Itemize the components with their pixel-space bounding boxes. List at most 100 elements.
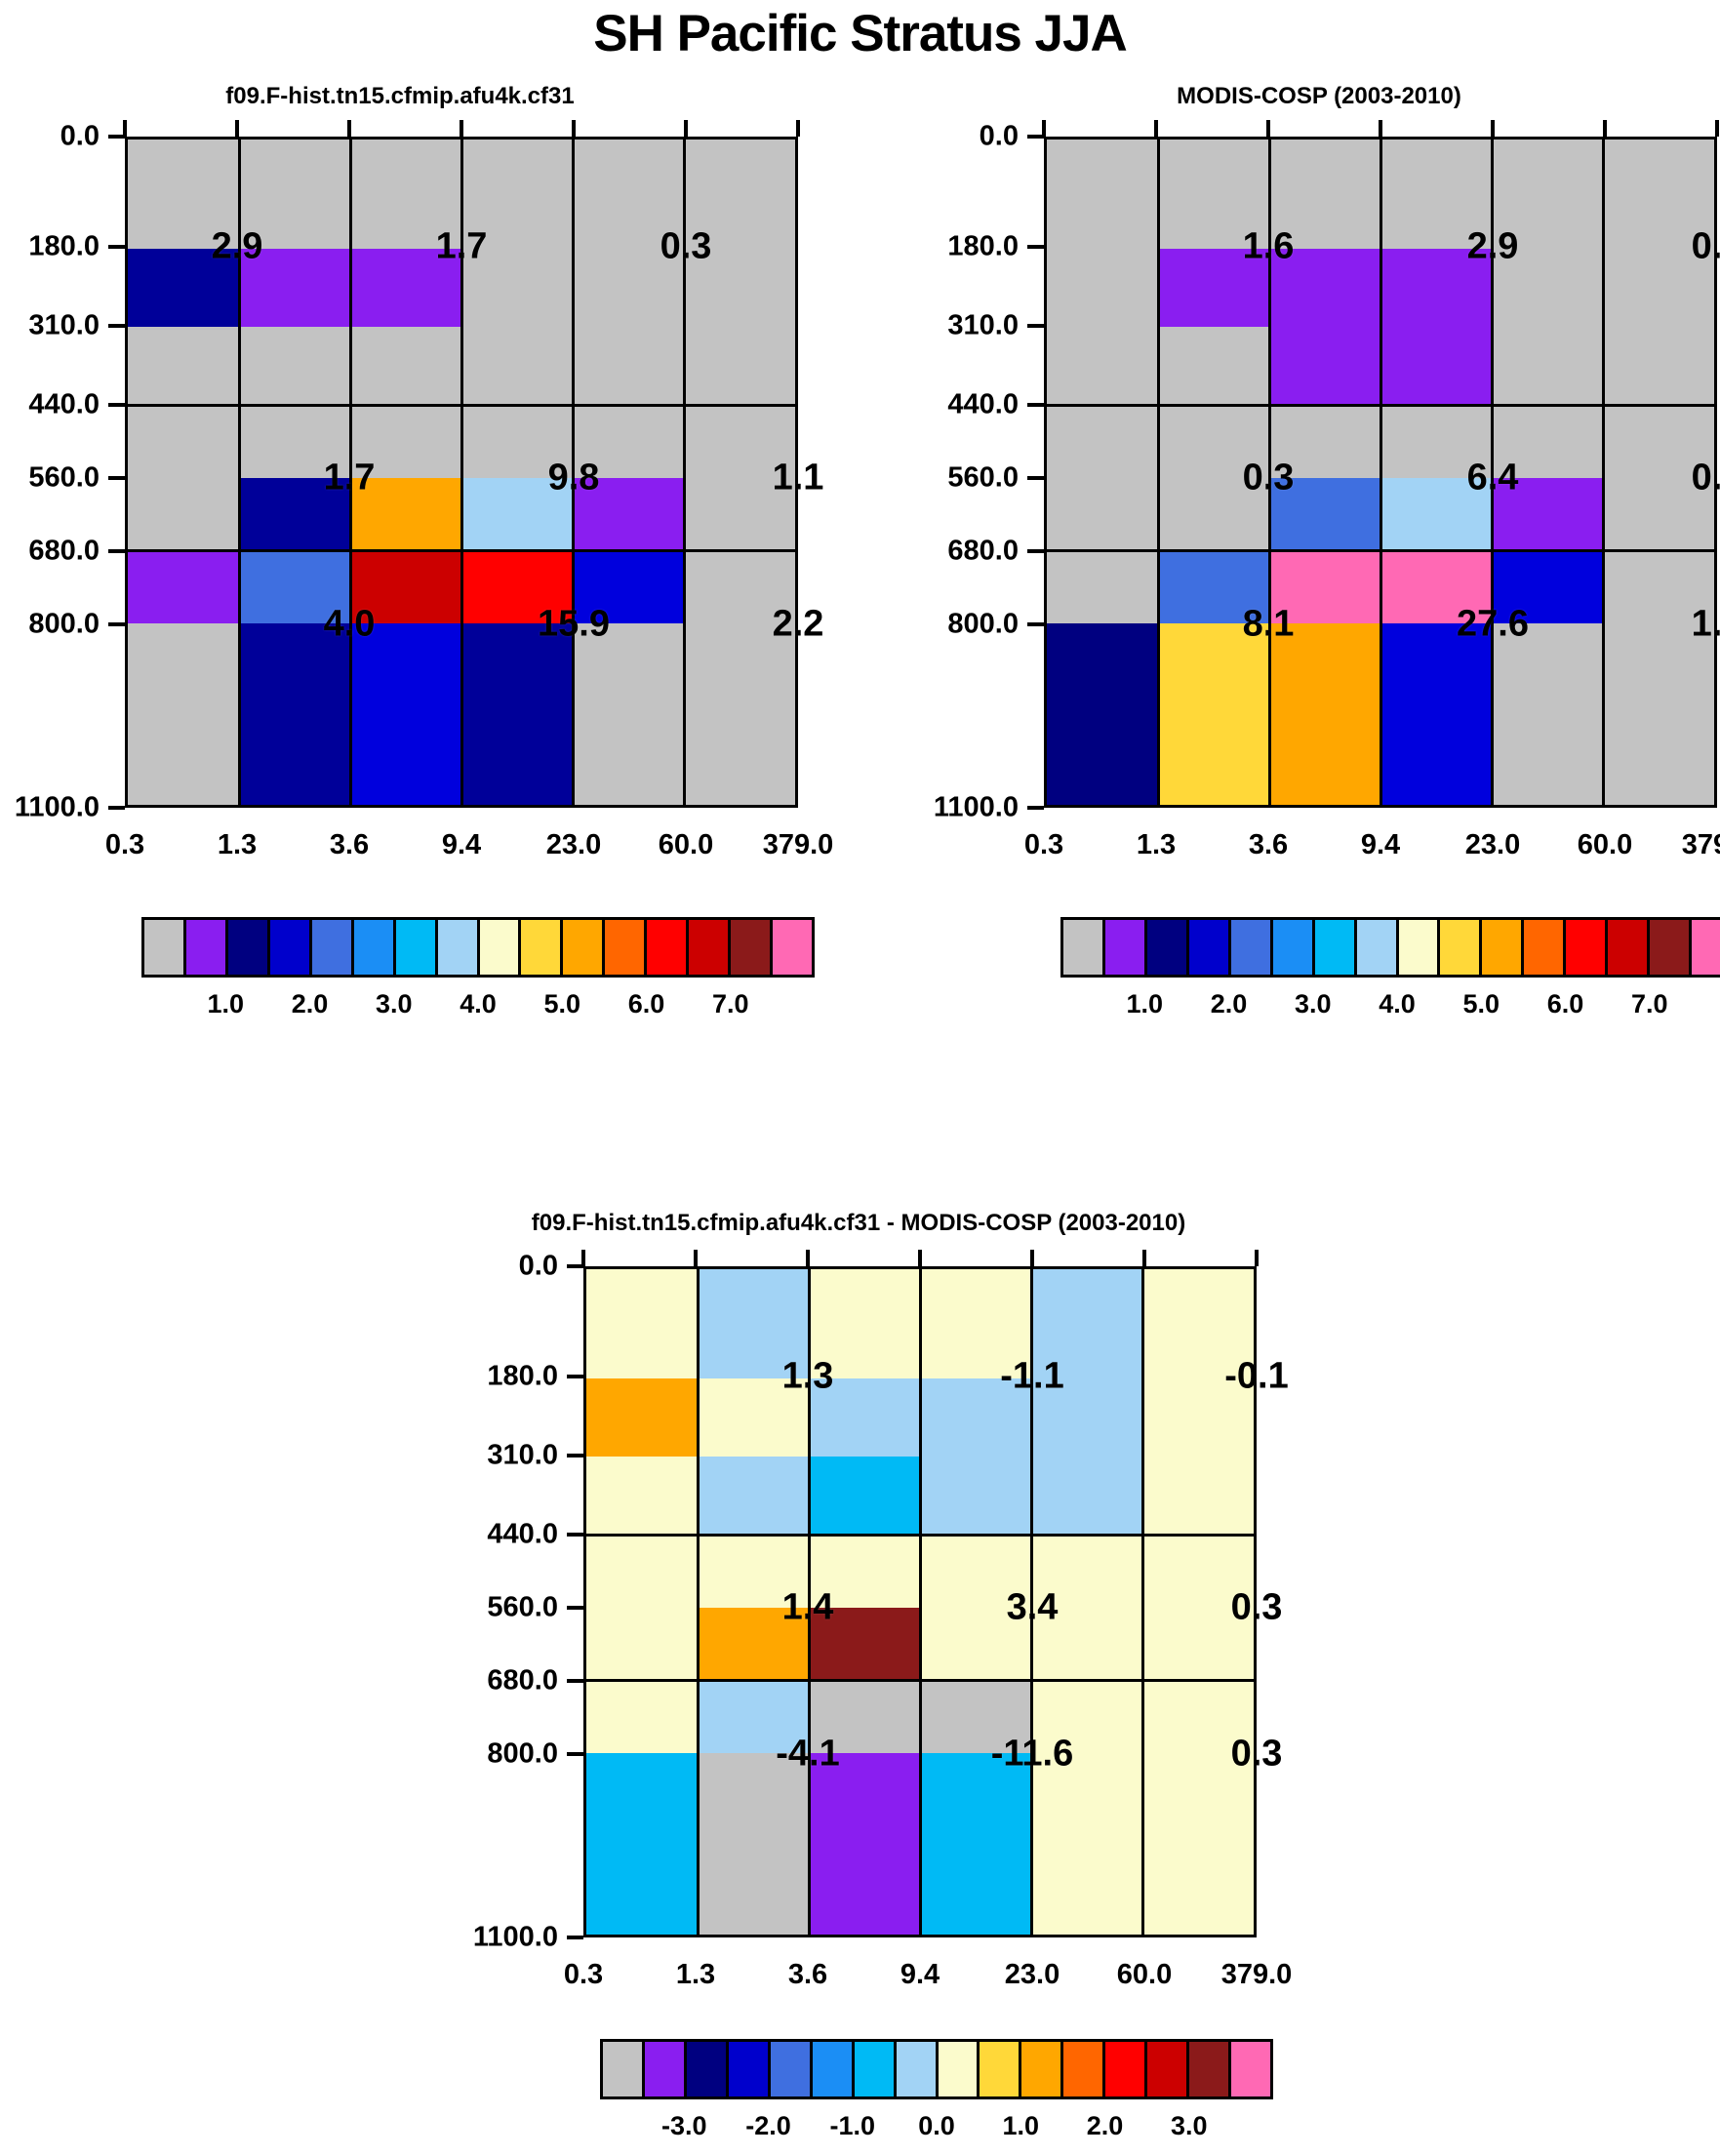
gridline-horizontal: [1047, 549, 1714, 553]
y-tick-label: 560.0: [28, 461, 100, 494]
heatmap-cell: [1142, 1535, 1254, 1609]
colorbar: [600, 2039, 1273, 2099]
heatmap-plot-area: [583, 1266, 1257, 1937]
colorbar-swatch: [311, 920, 354, 975]
y-tick-label: 800.0: [487, 1737, 558, 1770]
colorbar-tick-label: 7.0: [711, 989, 749, 1018]
y-tick-label: 560.0: [487, 1591, 558, 1623]
heatmap-cell: [1047, 623, 1158, 805]
colorbar-swatch: [644, 2042, 687, 2096]
heatmap-cell: [350, 327, 461, 406]
heatmap-cell: [809, 1269, 920, 1378]
heatmap-cell: [586, 1457, 698, 1536]
gridline-vertical: [460, 140, 463, 805]
colorbar-tick-label: 5.0: [1462, 989, 1500, 1018]
x-tick-label: 9.4: [441, 829, 482, 860]
colorbar-tick-label: 2.0: [1210, 989, 1248, 1018]
y-tick: [108, 622, 125, 627]
x-tick-label: 23.0: [1004, 1959, 1060, 1990]
heatmap-cell: [1492, 327, 1603, 406]
colorbar-tick-label: 6.0: [627, 989, 665, 1018]
y-tick-label: 310.0: [487, 1439, 558, 1471]
heatmap-cell: [920, 1608, 1031, 1681]
colorbar-tick-label: 3.0: [1170, 2111, 1208, 2140]
x-tick-label: 3.6: [329, 829, 370, 860]
x-tick: [581, 1250, 585, 1266]
y-tick-label: 180.0: [28, 230, 100, 262]
heatmap-cell: [809, 1680, 920, 1753]
colorbar-swatch: [1566, 920, 1609, 975]
y-tick: [108, 244, 125, 249]
colorbar-swatch: [395, 920, 438, 975]
heatmap-cell: [239, 327, 350, 406]
heatmap-cell: [128, 140, 239, 249]
heatmap-cell: [1142, 1753, 1254, 1935]
heatmap-cell: [350, 623, 461, 805]
gridline-vertical: [918, 1269, 922, 1935]
colorbar-swatch: [1146, 920, 1189, 975]
heatmap-cell: [684, 248, 795, 328]
heatmap-cell: [1047, 405, 1158, 479]
x-tick: [460, 120, 463, 137]
heatmap-cell: [1031, 1608, 1142, 1681]
heatmap-cells: [1047, 140, 1714, 805]
colorbar-tick-label: -1.0: [829, 2111, 876, 2140]
y-tick-label: 1100.0: [14, 791, 100, 823]
cell-value-label: -1.1: [1000, 1355, 1064, 1397]
heatmap-cell: [573, 478, 684, 551]
heatmap-cell: [239, 405, 350, 479]
colorbar-swatch: [770, 2042, 813, 2096]
x-tick: [806, 1250, 810, 1266]
colorbar-swatch: [1105, 2042, 1148, 2096]
heatmap-cell: [128, 248, 239, 328]
heatmap-cell: [1603, 405, 1714, 479]
y-tick: [1027, 476, 1044, 481]
y-tick: [567, 1752, 583, 1757]
cell-value-label: 1.7: [435, 225, 488, 267]
cell-value-label: 15.9: [538, 603, 610, 645]
y-tick: [1027, 403, 1044, 408]
colorbar-swatch: [854, 2042, 897, 2096]
x-tick-label: 379.0: [1681, 829, 1720, 860]
heatmap-cell: [1047, 327, 1158, 406]
heatmap-cell: [920, 1269, 1031, 1378]
heatmap-cell: [1031, 1457, 1142, 1536]
panel-title: MODIS-COSP (2003-2010): [1177, 83, 1461, 109]
heatmap-cell: [1158, 140, 1269, 249]
heatmap-cell: [1380, 248, 1492, 328]
gridline-vertical: [1490, 140, 1494, 805]
colorbar-swatch: [938, 2042, 980, 2096]
y-tick-label: 1100.0: [933, 791, 1019, 823]
x-tick-label: 3.6: [787, 1959, 828, 1990]
heatmap-cell: [1142, 1269, 1254, 1378]
heatmap-plot-area: [1044, 137, 1717, 808]
colorbar-tick-label: -2.0: [745, 2111, 791, 2140]
colorbar-swatch: [521, 920, 564, 975]
colorbar-swatch: [773, 920, 812, 975]
colorbar-swatch: [1104, 920, 1147, 975]
gridline-horizontal: [128, 549, 795, 553]
colorbar-swatch: [1230, 920, 1273, 975]
cell-value-label: 6.4: [1466, 457, 1519, 499]
heatmap-cell: [920, 1680, 1031, 1753]
heatmap-cell: [920, 1457, 1031, 1536]
heatmap-cell: [573, 623, 684, 805]
y-tick: [567, 1374, 583, 1378]
heatmap-cell: [1047, 140, 1158, 249]
cell-value-label: 27.6: [1457, 603, 1529, 645]
colorbar-swatch: [479, 920, 522, 975]
colorbar-swatch: [1272, 920, 1315, 975]
cell-value-label: 0.8: [1691, 457, 1720, 499]
x-tick-label: 60.0: [1577, 829, 1633, 860]
colorbar-swatch: [1692, 920, 1720, 975]
y-tick-label: 680.0: [28, 535, 100, 567]
heatmap-cell: [128, 327, 239, 406]
gridline-vertical: [696, 1269, 700, 1935]
heatmap-cell: [350, 478, 461, 551]
colorbar-tick-label: 0.0: [918, 2111, 955, 2140]
colorbar-tick-label: 3.0: [375, 989, 413, 1018]
colorbar-swatch: [269, 920, 312, 975]
heatmap-cell: [1142, 1457, 1254, 1536]
heatmap-cell: [1380, 405, 1492, 479]
heatmap-cell: [128, 478, 239, 551]
